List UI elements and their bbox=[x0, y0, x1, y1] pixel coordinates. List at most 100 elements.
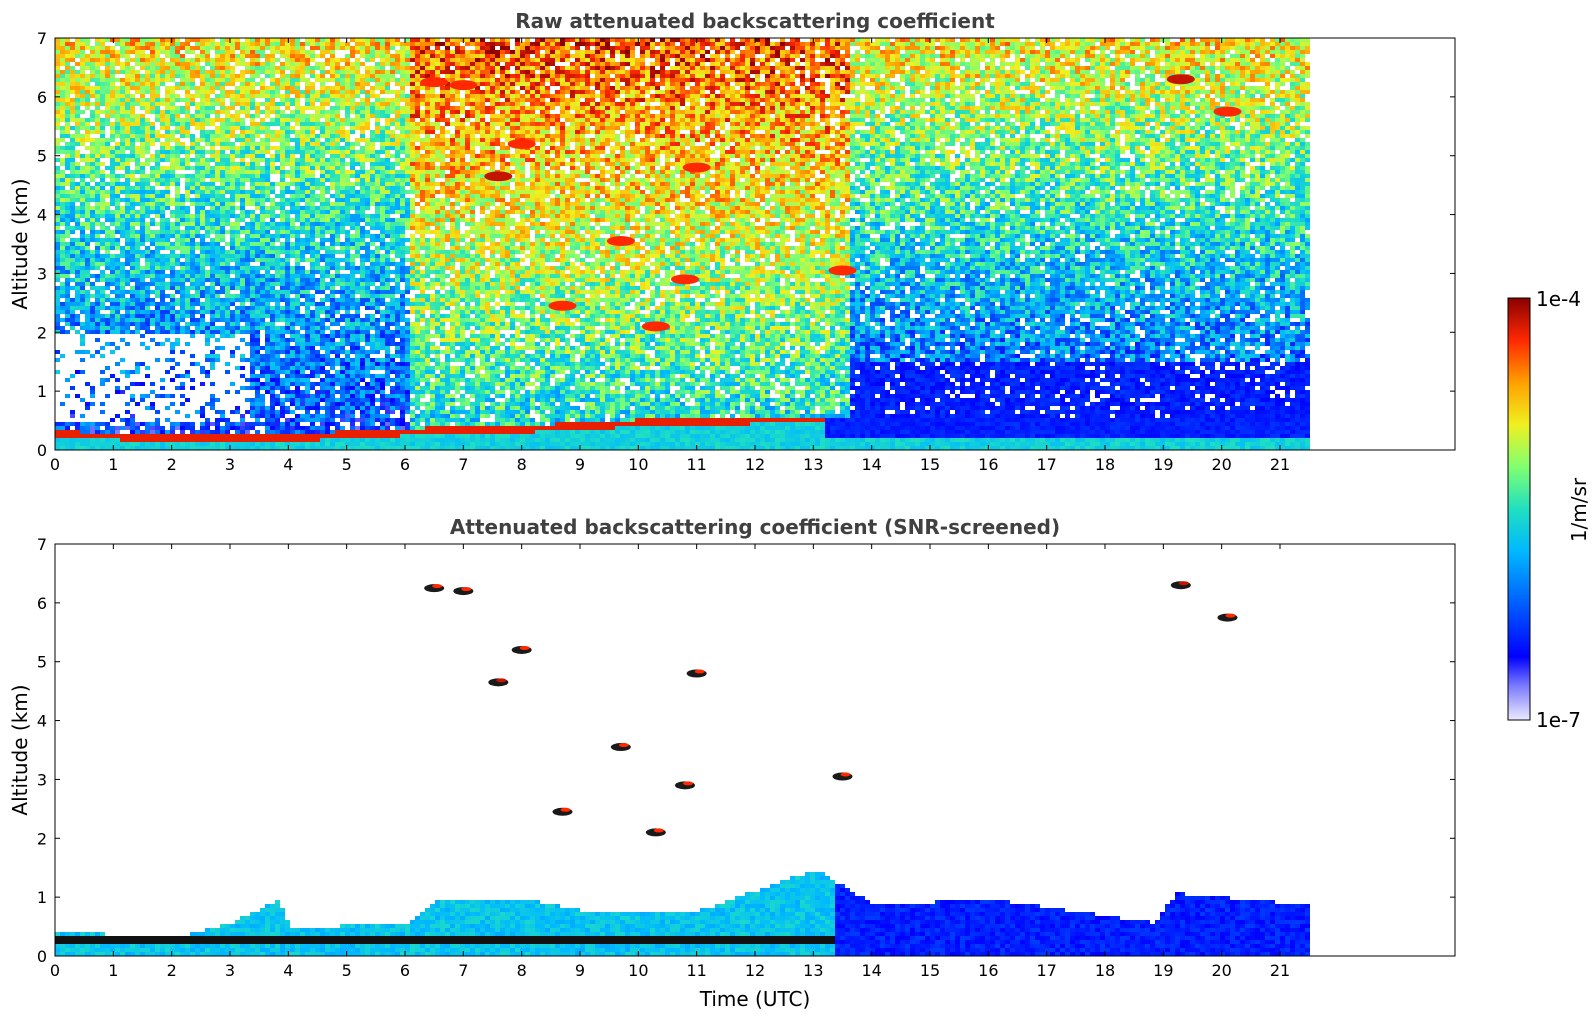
heatmap-cell bbox=[335, 290, 340, 294]
heatmap-cell bbox=[330, 130, 335, 134]
heatmap-cell bbox=[245, 146, 250, 150]
heatmap-cell bbox=[65, 242, 70, 246]
heatmap-cell bbox=[355, 402, 360, 406]
heatmap-cell bbox=[215, 298, 220, 302]
heatmap-cell bbox=[325, 318, 330, 322]
heatmap-cell bbox=[165, 442, 170, 446]
heatmap-cell bbox=[110, 166, 115, 170]
heatmap-cell bbox=[260, 394, 265, 398]
heatmap-cell bbox=[180, 230, 185, 234]
heatmap-cell bbox=[335, 154, 340, 158]
heatmap-cell bbox=[110, 426, 115, 430]
heatmap-cell bbox=[60, 354, 65, 358]
heatmap-cell bbox=[270, 426, 275, 430]
heatmap-cell bbox=[345, 246, 350, 250]
heatmap-cell bbox=[260, 82, 265, 86]
heatmap-cell bbox=[130, 154, 135, 158]
heatmap-cell bbox=[310, 202, 315, 206]
heatmap-cell bbox=[255, 238, 260, 242]
heatmap-cell bbox=[230, 266, 235, 270]
heatmap-cell bbox=[120, 290, 125, 294]
heatmap-cell bbox=[55, 322, 60, 326]
heatmap-cell bbox=[235, 438, 240, 442]
heatmap-cell bbox=[330, 46, 335, 50]
heatmap-cell bbox=[285, 46, 290, 50]
heatmap-cell bbox=[230, 302, 235, 306]
heatmap-cell bbox=[100, 154, 105, 158]
heatmap-cell bbox=[295, 82, 300, 86]
heatmap-cell bbox=[355, 318, 360, 322]
heatmap-cell bbox=[335, 358, 340, 362]
heatmap-cell bbox=[65, 38, 70, 42]
heatmap-cell bbox=[170, 282, 175, 286]
heatmap-cell bbox=[90, 430, 95, 434]
heatmap-cell bbox=[100, 38, 105, 42]
heatmap-cell bbox=[90, 446, 95, 450]
heatmap-cell bbox=[95, 38, 100, 42]
heatmap-cell bbox=[195, 274, 200, 278]
heatmap-cell bbox=[335, 38, 340, 42]
heatmap-cell bbox=[325, 190, 330, 194]
heatmap-cell bbox=[130, 286, 135, 290]
heatmap-cell bbox=[205, 74, 210, 78]
heatmap-cell bbox=[130, 398, 135, 402]
heatmap-cell bbox=[135, 182, 140, 186]
heatmap-cell bbox=[295, 110, 300, 114]
heatmap-cell bbox=[280, 414, 285, 418]
heatmap-cell bbox=[275, 298, 280, 302]
heatmap-cell bbox=[75, 330, 80, 334]
heatmap-cell bbox=[270, 314, 275, 318]
heatmap-cell bbox=[355, 194, 360, 198]
heatmap-cell bbox=[180, 110, 185, 114]
heatmap-cell bbox=[295, 58, 300, 62]
heatmap-cell bbox=[115, 326, 120, 330]
heatmap-cell bbox=[160, 194, 165, 198]
heatmap-cell bbox=[250, 374, 255, 378]
heatmap-cell bbox=[320, 418, 325, 422]
heatmap-cell bbox=[205, 270, 210, 274]
heatmap-cell bbox=[295, 378, 300, 382]
heatmap-cell bbox=[335, 142, 340, 146]
heatmap-cell bbox=[65, 190, 70, 194]
heatmap-cell bbox=[70, 258, 75, 262]
heatmap-cell bbox=[190, 182, 195, 186]
heatmap-cell bbox=[70, 218, 75, 222]
heatmap-cell bbox=[155, 110, 160, 114]
heatmap-cell bbox=[95, 438, 100, 442]
heatmap-cell bbox=[85, 270, 90, 274]
heatmap-cell bbox=[270, 106, 275, 110]
heatmap-cell bbox=[330, 202, 335, 206]
heatmap-cell bbox=[285, 342, 290, 346]
heatmap-cell bbox=[170, 182, 175, 186]
heatmap-cell bbox=[260, 146, 265, 150]
heatmap-cell bbox=[185, 310, 190, 314]
heatmap-cell bbox=[275, 90, 280, 94]
heatmap-cell bbox=[175, 186, 180, 190]
heatmap-cell bbox=[210, 202, 215, 206]
heatmap-cell bbox=[245, 326, 250, 330]
heatmap-cell bbox=[200, 150, 205, 154]
heatmap-cell bbox=[140, 122, 145, 126]
heatmap-cell bbox=[335, 174, 340, 178]
heatmap-cell bbox=[130, 214, 135, 218]
heatmap-cell bbox=[205, 302, 210, 306]
heatmap-cell bbox=[300, 278, 305, 282]
heatmap-cell bbox=[55, 290, 60, 294]
heatmap-cell bbox=[290, 330, 295, 334]
heatmap-cell bbox=[245, 110, 250, 114]
heatmap-cell bbox=[350, 218, 355, 222]
heatmap-cell bbox=[145, 82, 150, 86]
heatmap-cell bbox=[160, 434, 165, 438]
heatmap-cell bbox=[160, 330, 165, 334]
heatmap-cell bbox=[55, 350, 60, 354]
heatmap-cell bbox=[80, 126, 85, 130]
heatmap-cell bbox=[315, 310, 320, 314]
heatmap-cell bbox=[335, 350, 340, 354]
heatmap-cell bbox=[215, 330, 220, 334]
heatmap-cell bbox=[190, 322, 195, 326]
heatmap-cell bbox=[120, 222, 125, 226]
heatmap-cell bbox=[270, 162, 275, 166]
heatmap-cell bbox=[105, 62, 110, 66]
heatmap-cell bbox=[355, 182, 360, 186]
heatmap-cell bbox=[305, 226, 310, 230]
